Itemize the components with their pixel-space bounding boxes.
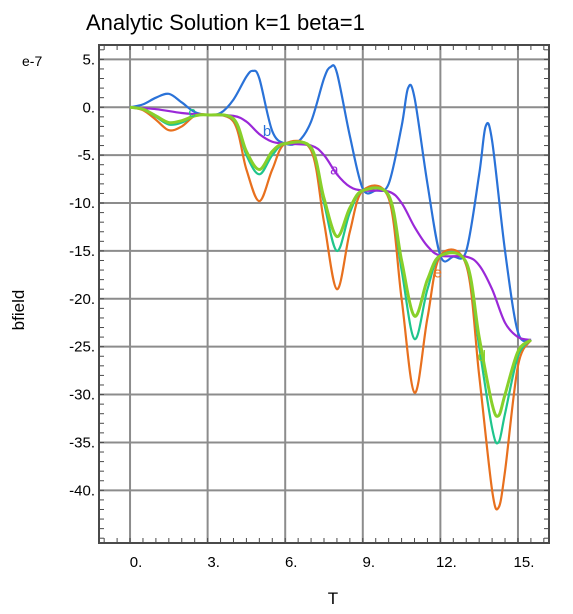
y-ticks: 5. 0. -5. -10. -15. -20. -25. -30. -35. -40.: [69, 51, 95, 499]
grid: [99, 45, 549, 543]
y-tick-label: -25.: [69, 339, 95, 356]
y-tick-label: -15.: [69, 243, 95, 260]
y-tick-label: 5.: [82, 51, 95, 68]
x-tick-label: 15.: [514, 554, 535, 571]
y-tick-label: -35.: [69, 434, 95, 451]
y-tick-label: -5.: [77, 147, 95, 164]
x-tick-label: 12.: [436, 554, 457, 571]
y-tick-label: -30.: [69, 387, 95, 404]
y-exponent-label: e-7: [22, 53, 42, 69]
x-tick-label: 3.: [207, 554, 220, 571]
curve-label-b: b: [263, 123, 271, 140]
chart-title: Analytic Solution k=1 beta=1: [86, 10, 365, 35]
x-tick-label: 6.: [285, 554, 298, 571]
x-tick-label: 0.: [130, 554, 143, 571]
curve-label-e: e: [434, 265, 442, 282]
y-tick-label: 0.: [82, 99, 95, 116]
x-ticks: 0. 3. 6. 9. 12. 15.: [130, 554, 535, 571]
y-axis-label: bfield: [9, 290, 28, 331]
x-tick-label: 9.: [363, 554, 376, 571]
curve-label-d: d: [478, 348, 486, 365]
plot-frame: [99, 45, 549, 543]
curve-label-a: a: [330, 161, 339, 178]
x-axis-label: T: [328, 589, 338, 608]
y-tick-label: -10.: [69, 195, 95, 212]
y-tick-label: -20.: [69, 291, 95, 308]
curve-label-c: c: [188, 104, 196, 121]
y-tick-label: -40.: [69, 482, 95, 499]
